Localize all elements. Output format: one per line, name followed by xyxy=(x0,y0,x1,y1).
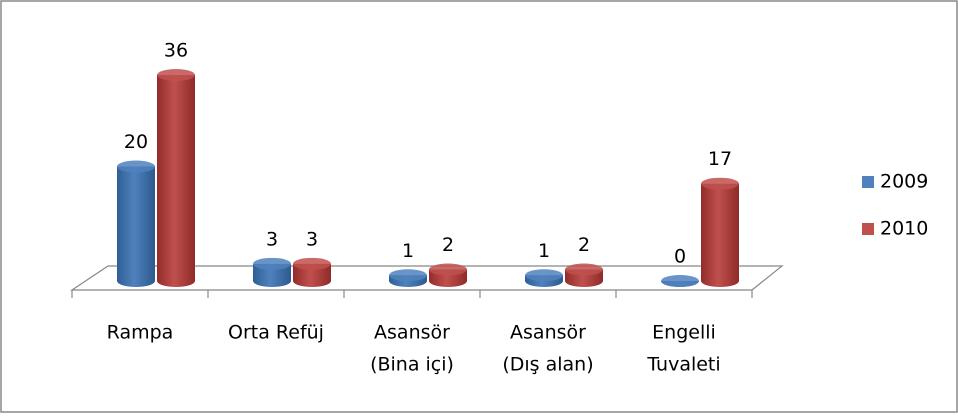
legend-swatch xyxy=(862,176,874,188)
bar-top xyxy=(253,257,291,270)
data-label: 0 xyxy=(674,246,686,268)
data-label: 3 xyxy=(306,228,318,250)
x-tick-label: (Bina içi) xyxy=(370,354,454,376)
x-tick-label: Asansör xyxy=(510,322,586,344)
bar xyxy=(117,166,155,287)
bar-top xyxy=(293,257,331,270)
x-tick-label: Engelli xyxy=(652,322,716,344)
data-label: 1 xyxy=(538,240,550,262)
data-label: 36 xyxy=(164,40,188,62)
x-tick-label: (Dış alan) xyxy=(502,354,593,376)
bar-top xyxy=(661,275,699,287)
bar-top xyxy=(117,160,155,173)
bar-top xyxy=(701,177,739,190)
data-label: 2 xyxy=(578,234,590,256)
bar-top xyxy=(429,263,467,276)
data-label: 1 xyxy=(402,240,414,262)
legend-label: 2010 xyxy=(880,218,928,240)
x-tick-label: Orta Refüj xyxy=(228,322,324,344)
legend-label: 2009 xyxy=(880,171,928,193)
bar-top xyxy=(389,269,427,282)
x-tick-label: Asansör xyxy=(374,322,450,344)
bar xyxy=(293,263,331,287)
data-label: 2 xyxy=(442,234,454,256)
data-label: 3 xyxy=(266,228,278,250)
bar-top xyxy=(525,269,563,282)
bar xyxy=(701,183,739,287)
x-tick-label: Rampa xyxy=(107,322,174,344)
bar xyxy=(253,263,291,287)
bar-top xyxy=(157,69,195,81)
x-tick-label: Tuvaleti xyxy=(646,354,720,376)
legend-swatch xyxy=(862,223,874,235)
bar xyxy=(157,75,195,287)
data-label: 17 xyxy=(708,148,732,170)
data-label: 20 xyxy=(124,131,148,153)
bar-top xyxy=(565,263,603,276)
